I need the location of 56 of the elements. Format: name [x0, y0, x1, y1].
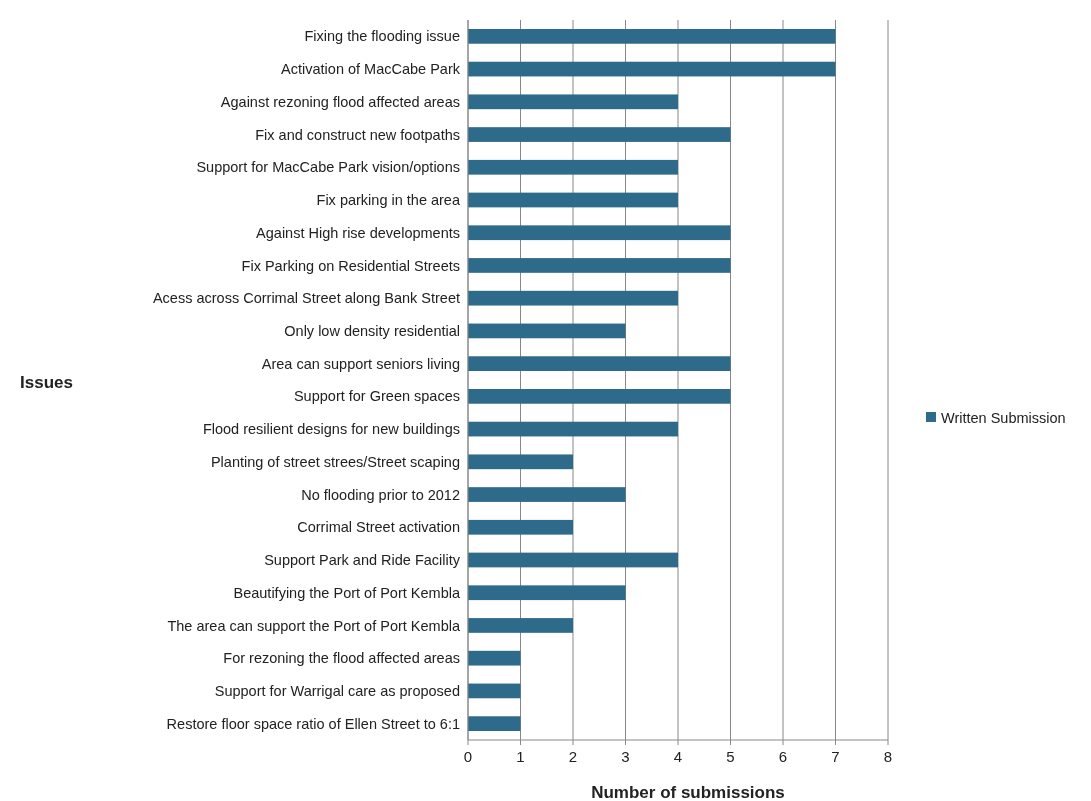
bar	[468, 356, 731, 371]
x-tick-label: 7	[831, 748, 840, 765]
y-tick-label: For rezoning the flood affected areas	[223, 650, 460, 667]
bar	[468, 618, 573, 633]
y-axis-title: Issues	[20, 373, 73, 392]
x-tick-label: 0	[463, 748, 473, 765]
y-tick-label: Restore floor space ratio of Ellen Street to 6:1	[166, 715, 460, 732]
bar	[468, 29, 836, 44]
y-tick-label: Support for MacCabe Park vision/options	[196, 159, 460, 176]
x-axis-title: Number of submissions	[591, 783, 785, 801]
bar	[468, 454, 573, 470]
y-tick-label: Acess across Corrimal Street along Bank Street	[152, 290, 460, 307]
y-tick-label: Against rezoning flood affected areas	[220, 93, 460, 110]
bar	[468, 585, 626, 601]
y-tick-label: The area can support the Port of Port Kembla	[167, 617, 461, 634]
bar	[468, 323, 626, 339]
y-tick-label: No flooding prior to 2012	[301, 486, 460, 503]
bar	[468, 127, 731, 142]
bar	[468, 290, 678, 306]
bar	[468, 421, 678, 437]
y-tick-label: Support for Green spaces	[293, 388, 460, 405]
y-tick-label: Fix and construct new footpaths	[255, 126, 460, 143]
bar	[468, 389, 731, 404]
bar	[468, 225, 731, 241]
y-tick-label: Beautifying the Port of Port Kembla	[233, 584, 461, 601]
legend-label: Written Submission	[941, 410, 1066, 427]
bar	[468, 258, 731, 273]
x-tick-label: 6	[778, 748, 788, 765]
y-tick-label: Planting of street strees/Street scaping	[210, 453, 460, 470]
bar	[468, 650, 521, 666]
bar	[468, 192, 678, 208]
x-tick-label: 4	[673, 748, 683, 765]
bar	[468, 519, 573, 535]
bar	[468, 683, 521, 699]
y-tick-label: Fix Parking on Residential Streets	[241, 257, 460, 274]
y-tick-label: Activation of MacCabe Park	[281, 61, 461, 78]
x-tick-label: 5	[726, 748, 735, 765]
y-tick-label: Fixing the flooding issue	[304, 28, 460, 45]
bar	[468, 61, 836, 77]
bar	[468, 552, 678, 568]
bar	[468, 716, 521, 731]
x-tick-label: 1	[516, 748, 525, 765]
x-tick-label: 3	[621, 748, 630, 765]
bar	[468, 94, 678, 110]
y-tick-label: Support for Warrigal care as proposed	[214, 682, 460, 699]
bar	[468, 487, 626, 502]
y-tick-label: Area can support seniors living	[261, 355, 460, 372]
y-tick-label: Only low density residential	[284, 322, 460, 339]
y-tick-label: Corrimal Street activation	[297, 519, 460, 536]
x-tick-label: 8	[883, 748, 893, 765]
y-tick-label: Fix parking in the area	[316, 192, 461, 209]
y-tick-label: Flood resilient designs for new buildings	[202, 421, 460, 438]
x-tick-label: 2	[568, 748, 578, 765]
y-tick-label: Against High rise developments	[256, 224, 460, 241]
y-tick-label: Support Park and Ride Facility	[264, 552, 461, 569]
bar	[468, 159, 678, 175]
